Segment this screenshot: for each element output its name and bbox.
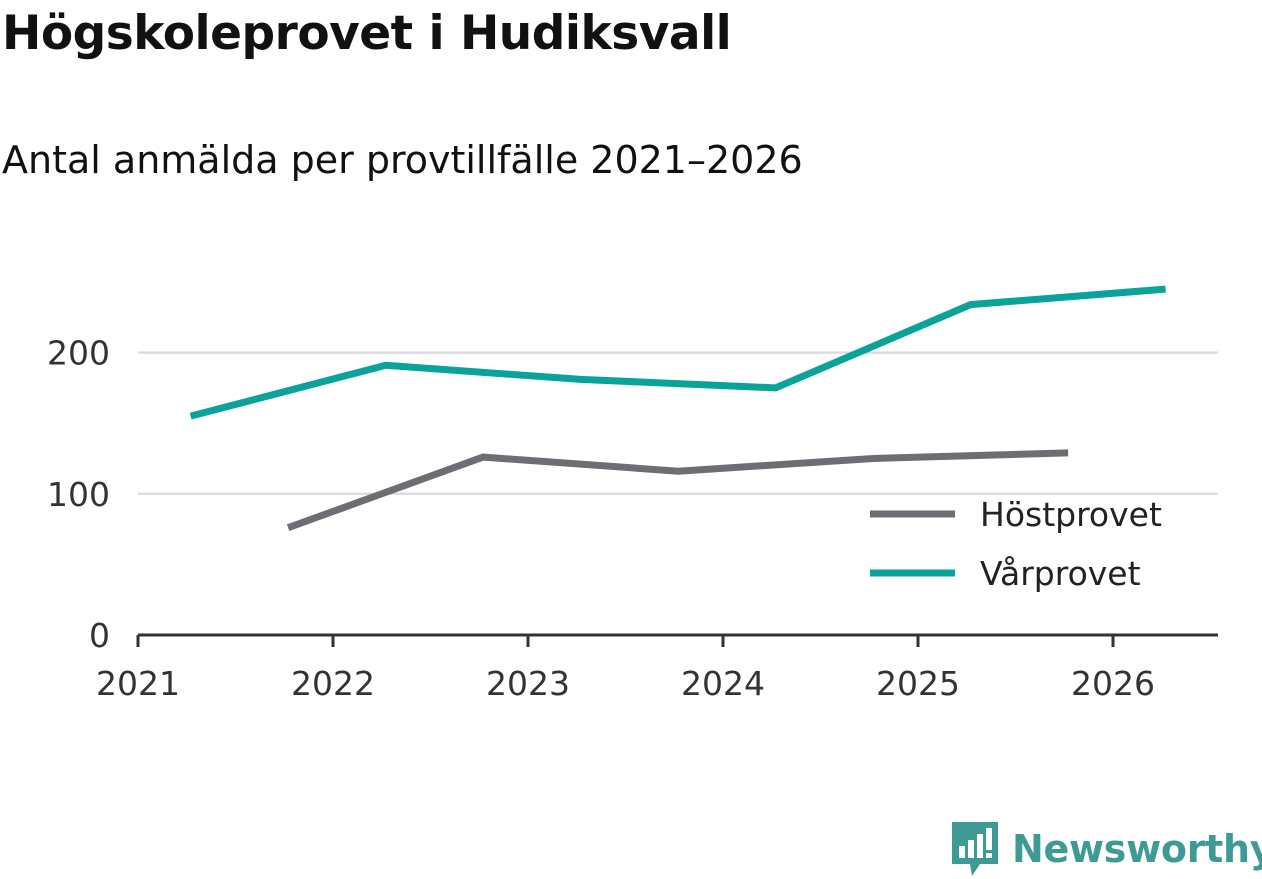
legend-label-höstprovet: Höstprovet [980, 495, 1162, 534]
chart-subtitle: Antal anmälda per provtillfälle 2021–202… [2, 138, 803, 182]
x-tick-label: 2026 [1071, 664, 1155, 703]
x-tick-label: 2023 [486, 664, 570, 703]
series-line-vårprovet [189, 285, 1166, 420]
x-axis: 2021 2022 2023 2024 2025 2026 [96, 633, 1218, 703]
legend: Höstprovet Vårprovet [858, 495, 1193, 613]
x-tick-label: 2021 [96, 664, 180, 703]
legend-label-vårprovet: Vårprovet [980, 554, 1141, 593]
brand-name: Newsworthy [1012, 827, 1262, 871]
series-layer [189, 285, 1166, 531]
y-tick-label: 0 [89, 616, 110, 655]
y-tick-label: 100 [47, 475, 110, 514]
series-line-höstprovet [286, 449, 1069, 531]
y-axis-labels: 0 100 200 [47, 334, 110, 655]
x-tick-label: 2024 [681, 664, 765, 703]
newsworthy-logo-icon [952, 822, 998, 876]
x-tick-label: 2025 [876, 664, 960, 703]
x-tick-label: 2022 [291, 664, 375, 703]
brand-logo: Newsworthy [950, 820, 1262, 878]
chart-title: Högskoleprovet i Hudiksvall [2, 6, 732, 61]
gridlines [138, 351, 1218, 496]
y-tick-label: 200 [47, 334, 110, 373]
